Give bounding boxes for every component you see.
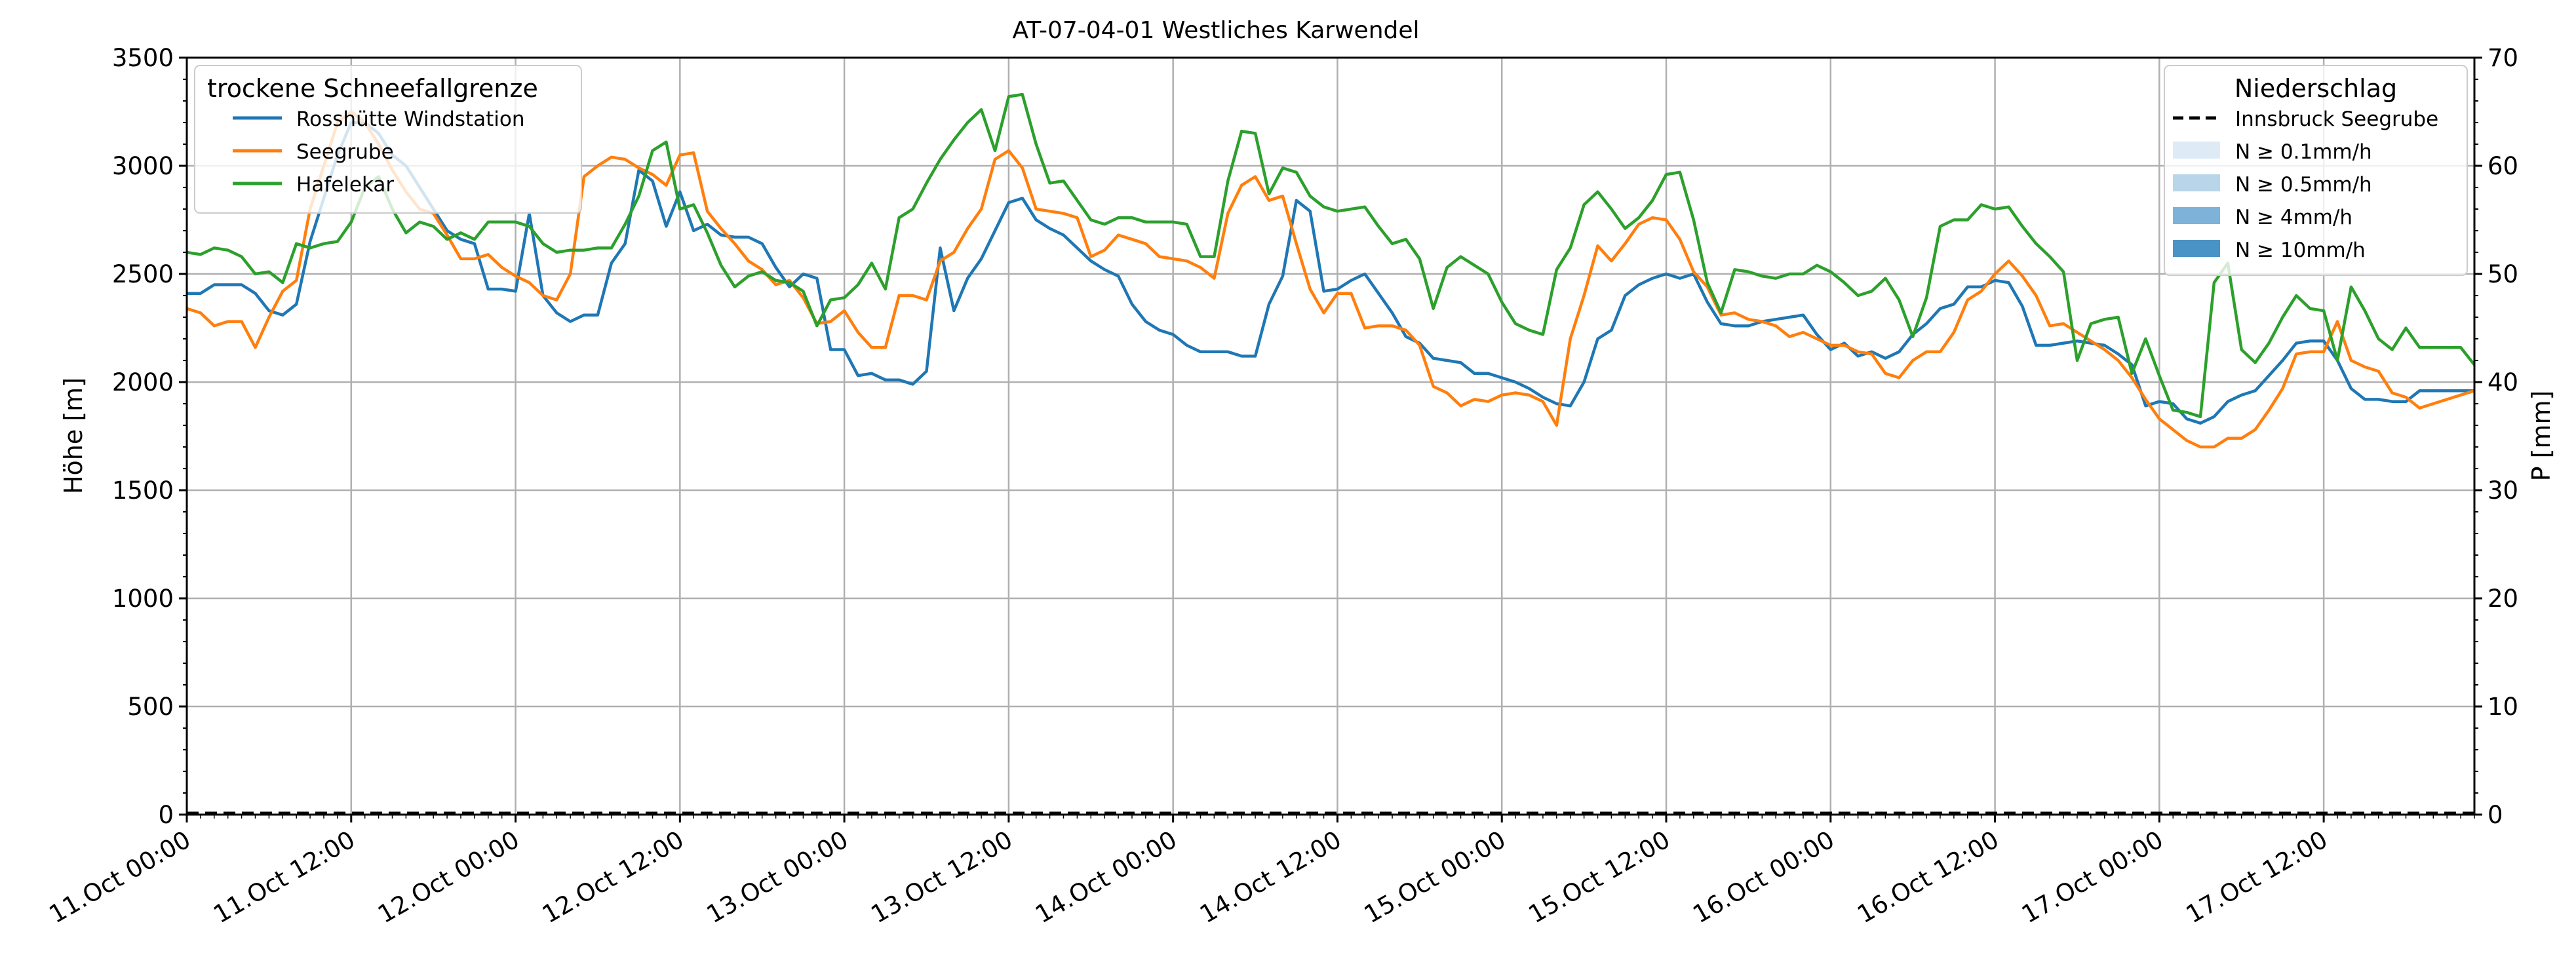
legend-right-title: Niederschlag <box>2234 74 2397 103</box>
y-right-tick-label: 60 <box>2488 152 2518 180</box>
legend-left: trockene Schneefallgrenze Rosshütte Wind… <box>194 65 582 214</box>
y-axis-right: 0 10 20 30 40 50 60 70 <box>2474 44 2518 829</box>
y-tick-label: 1000 <box>112 585 174 613</box>
y-tick-label: 2500 <box>112 260 174 288</box>
y-tick-label: 0 <box>158 801 174 829</box>
x-tick-label: 15.Oct 12:00 <box>1524 825 1675 929</box>
x-tick-label: 12.Oct 00:00 <box>373 825 524 929</box>
legend-label-precip-0: Innsbruck Seegrube <box>2235 107 2438 131</box>
y-right-tick-label: 20 <box>2488 585 2518 613</box>
x-axis: 11.Oct 00:00 11.Oct 12:00 12.Oct 00:00 12.O… <box>45 815 2475 929</box>
legend-label-series-0: Rosshütte Windstation <box>296 107 525 131</box>
chart-title: AT-07-04-01 Westliches Karwendel <box>1012 17 1419 44</box>
y-tick-label: 3000 <box>112 152 174 180</box>
legend-label-series-1: Seegrube <box>296 140 394 164</box>
y-right-tick-label: 30 <box>2488 476 2518 505</box>
x-tick-label: 12.Oct 12:00 <box>537 825 688 929</box>
legend-right: Niederschlag Innsbruck Seegrube N ≥ 0.1mm… <box>2164 65 2468 276</box>
x-tick-label: 17.Oct 12:00 <box>2181 825 2332 929</box>
x-tick-label: 17.Oct 00:00 <box>2017 825 2168 929</box>
legend-left-box <box>194 65 582 214</box>
y-axis-label-left: Höhe [m] <box>59 377 88 494</box>
y-axis-label-right: P [mm] <box>2527 391 2556 482</box>
legend-label-series-2: Hafelekar <box>296 173 394 197</box>
y-right-tick-label: 50 <box>2488 260 2518 288</box>
x-tick-label: 15.Oct 00:00 <box>1359 825 1510 929</box>
legend-left-items: Rosshütte Windstation Seegrube Hafelekar <box>233 107 525 197</box>
legend-label-precip-3: N ≥ 4mm/h <box>2235 206 2352 229</box>
x-tick-label: 16.Oct 00:00 <box>1688 825 1839 929</box>
legend-swatch-precip-2 <box>2173 174 2220 191</box>
legend-swatch-precip-4 <box>2173 240 2220 257</box>
series-layer <box>186 92 2476 449</box>
y-tick-label: 1500 <box>112 476 174 505</box>
legend-left-title: trockene Schneefallgrenze <box>207 74 538 103</box>
x-tick-label: 11.Oct 00:00 <box>45 825 195 929</box>
y-right-tick-label: 70 <box>2488 44 2518 72</box>
y-right-tick-label: 0 <box>2488 801 2503 829</box>
series-line-2 <box>186 92 2476 419</box>
x-tick-label: 13.Oct 12:00 <box>867 825 1017 929</box>
y-tick-label: 500 <box>127 693 174 721</box>
y-tick-label: 3500 <box>112 44 174 72</box>
x-tick-label: 16.Oct 12:00 <box>1852 825 2003 929</box>
legend-label-precip-4: N ≥ 10mm/h <box>2235 239 2366 262</box>
x-tick-label: 11.Oct 12:00 <box>208 825 359 929</box>
legend-label-precip-1: N ≥ 0.1mm/h <box>2235 140 2372 164</box>
series-line-1 <box>186 110 2475 449</box>
plot-frame <box>185 56 2476 816</box>
grid-lines <box>185 56 2474 816</box>
legend-swatch-precip-1 <box>2173 142 2220 159</box>
y-tick-label: 2000 <box>112 368 174 396</box>
y-right-tick-label: 10 <box>2488 693 2518 721</box>
x-tick-label: 14.Oct 00:00 <box>1030 825 1181 929</box>
y-right-tick-label: 40 <box>2488 368 2518 396</box>
x-tick-label: 14.Oct 12:00 <box>1195 825 1346 929</box>
legend-label-precip-2: N ≥ 0.5mm/h <box>2235 173 2372 197</box>
legend-swatch-precip-3 <box>2173 207 2220 224</box>
x-tick-label: 13.Oct 00:00 <box>702 825 853 929</box>
legend-right-items: Innsbruck Seegrube N ≥ 0.1mm/h N ≥ 0.5mm/h… <box>2173 107 2438 262</box>
legend-right-box <box>2164 65 2468 276</box>
y-axis-left: 0 500 1000 1500 2000 2500 3000 3500 <box>112 44 187 829</box>
